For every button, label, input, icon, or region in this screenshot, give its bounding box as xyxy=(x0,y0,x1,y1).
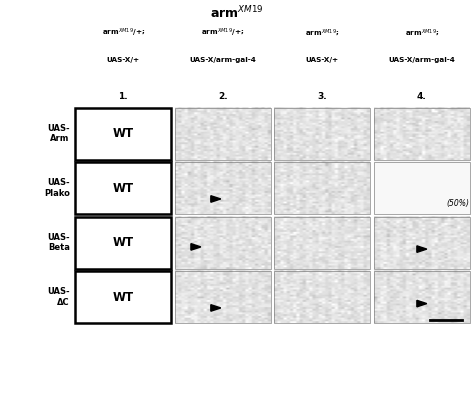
Polygon shape xyxy=(211,196,221,202)
Text: arm$^{XM19}$;: arm$^{XM19}$; xyxy=(404,27,439,38)
Polygon shape xyxy=(417,246,427,252)
Text: arm$^{XM19}$/+;: arm$^{XM19}$/+; xyxy=(201,27,245,39)
Bar xyxy=(75,271,171,323)
Polygon shape xyxy=(211,305,221,311)
Bar xyxy=(374,271,470,323)
Bar xyxy=(175,216,271,269)
Text: UAS-
Beta: UAS- Beta xyxy=(47,233,70,252)
Bar xyxy=(374,108,470,160)
Text: (50%): (50%) xyxy=(446,199,469,208)
Bar xyxy=(75,216,171,269)
Text: WT: WT xyxy=(113,236,134,249)
Polygon shape xyxy=(191,244,201,250)
Bar xyxy=(75,162,171,214)
Bar xyxy=(175,108,271,160)
Text: arm$^{XM19}$/+;: arm$^{XM19}$/+; xyxy=(101,27,145,39)
Text: WT: WT xyxy=(113,182,134,195)
Bar xyxy=(274,108,370,160)
Text: UAS-X/+: UAS-X/+ xyxy=(306,57,339,63)
Bar xyxy=(175,162,271,214)
Bar xyxy=(374,162,470,214)
Text: UAS-
ΔC: UAS- ΔC xyxy=(47,288,70,307)
Text: UAS-
Arm: UAS- Arm xyxy=(47,124,70,143)
Text: UAS-
Plako: UAS- Plako xyxy=(44,178,70,198)
Text: UAS-X/arm-gal-4: UAS-X/arm-gal-4 xyxy=(190,57,256,63)
Text: 4.: 4. xyxy=(417,92,427,101)
Bar xyxy=(274,162,370,214)
Text: WT: WT xyxy=(113,127,134,140)
Polygon shape xyxy=(417,300,427,307)
Text: arm$^{XM19}$;: arm$^{XM19}$; xyxy=(305,27,340,38)
Bar xyxy=(75,108,171,160)
Bar xyxy=(274,271,370,323)
Text: 3.: 3. xyxy=(318,92,327,101)
Text: 2.: 2. xyxy=(218,92,228,101)
Bar xyxy=(175,271,271,323)
Bar xyxy=(274,216,370,269)
Text: UAS-X/+: UAS-X/+ xyxy=(107,57,140,63)
Text: 1.: 1. xyxy=(118,92,128,101)
Text: arm$^{XM19}$: arm$^{XM19}$ xyxy=(210,5,264,22)
Text: WT: WT xyxy=(113,290,134,303)
Text: UAS-X/arm-gal-4: UAS-X/arm-gal-4 xyxy=(389,57,455,63)
Bar xyxy=(374,216,470,269)
